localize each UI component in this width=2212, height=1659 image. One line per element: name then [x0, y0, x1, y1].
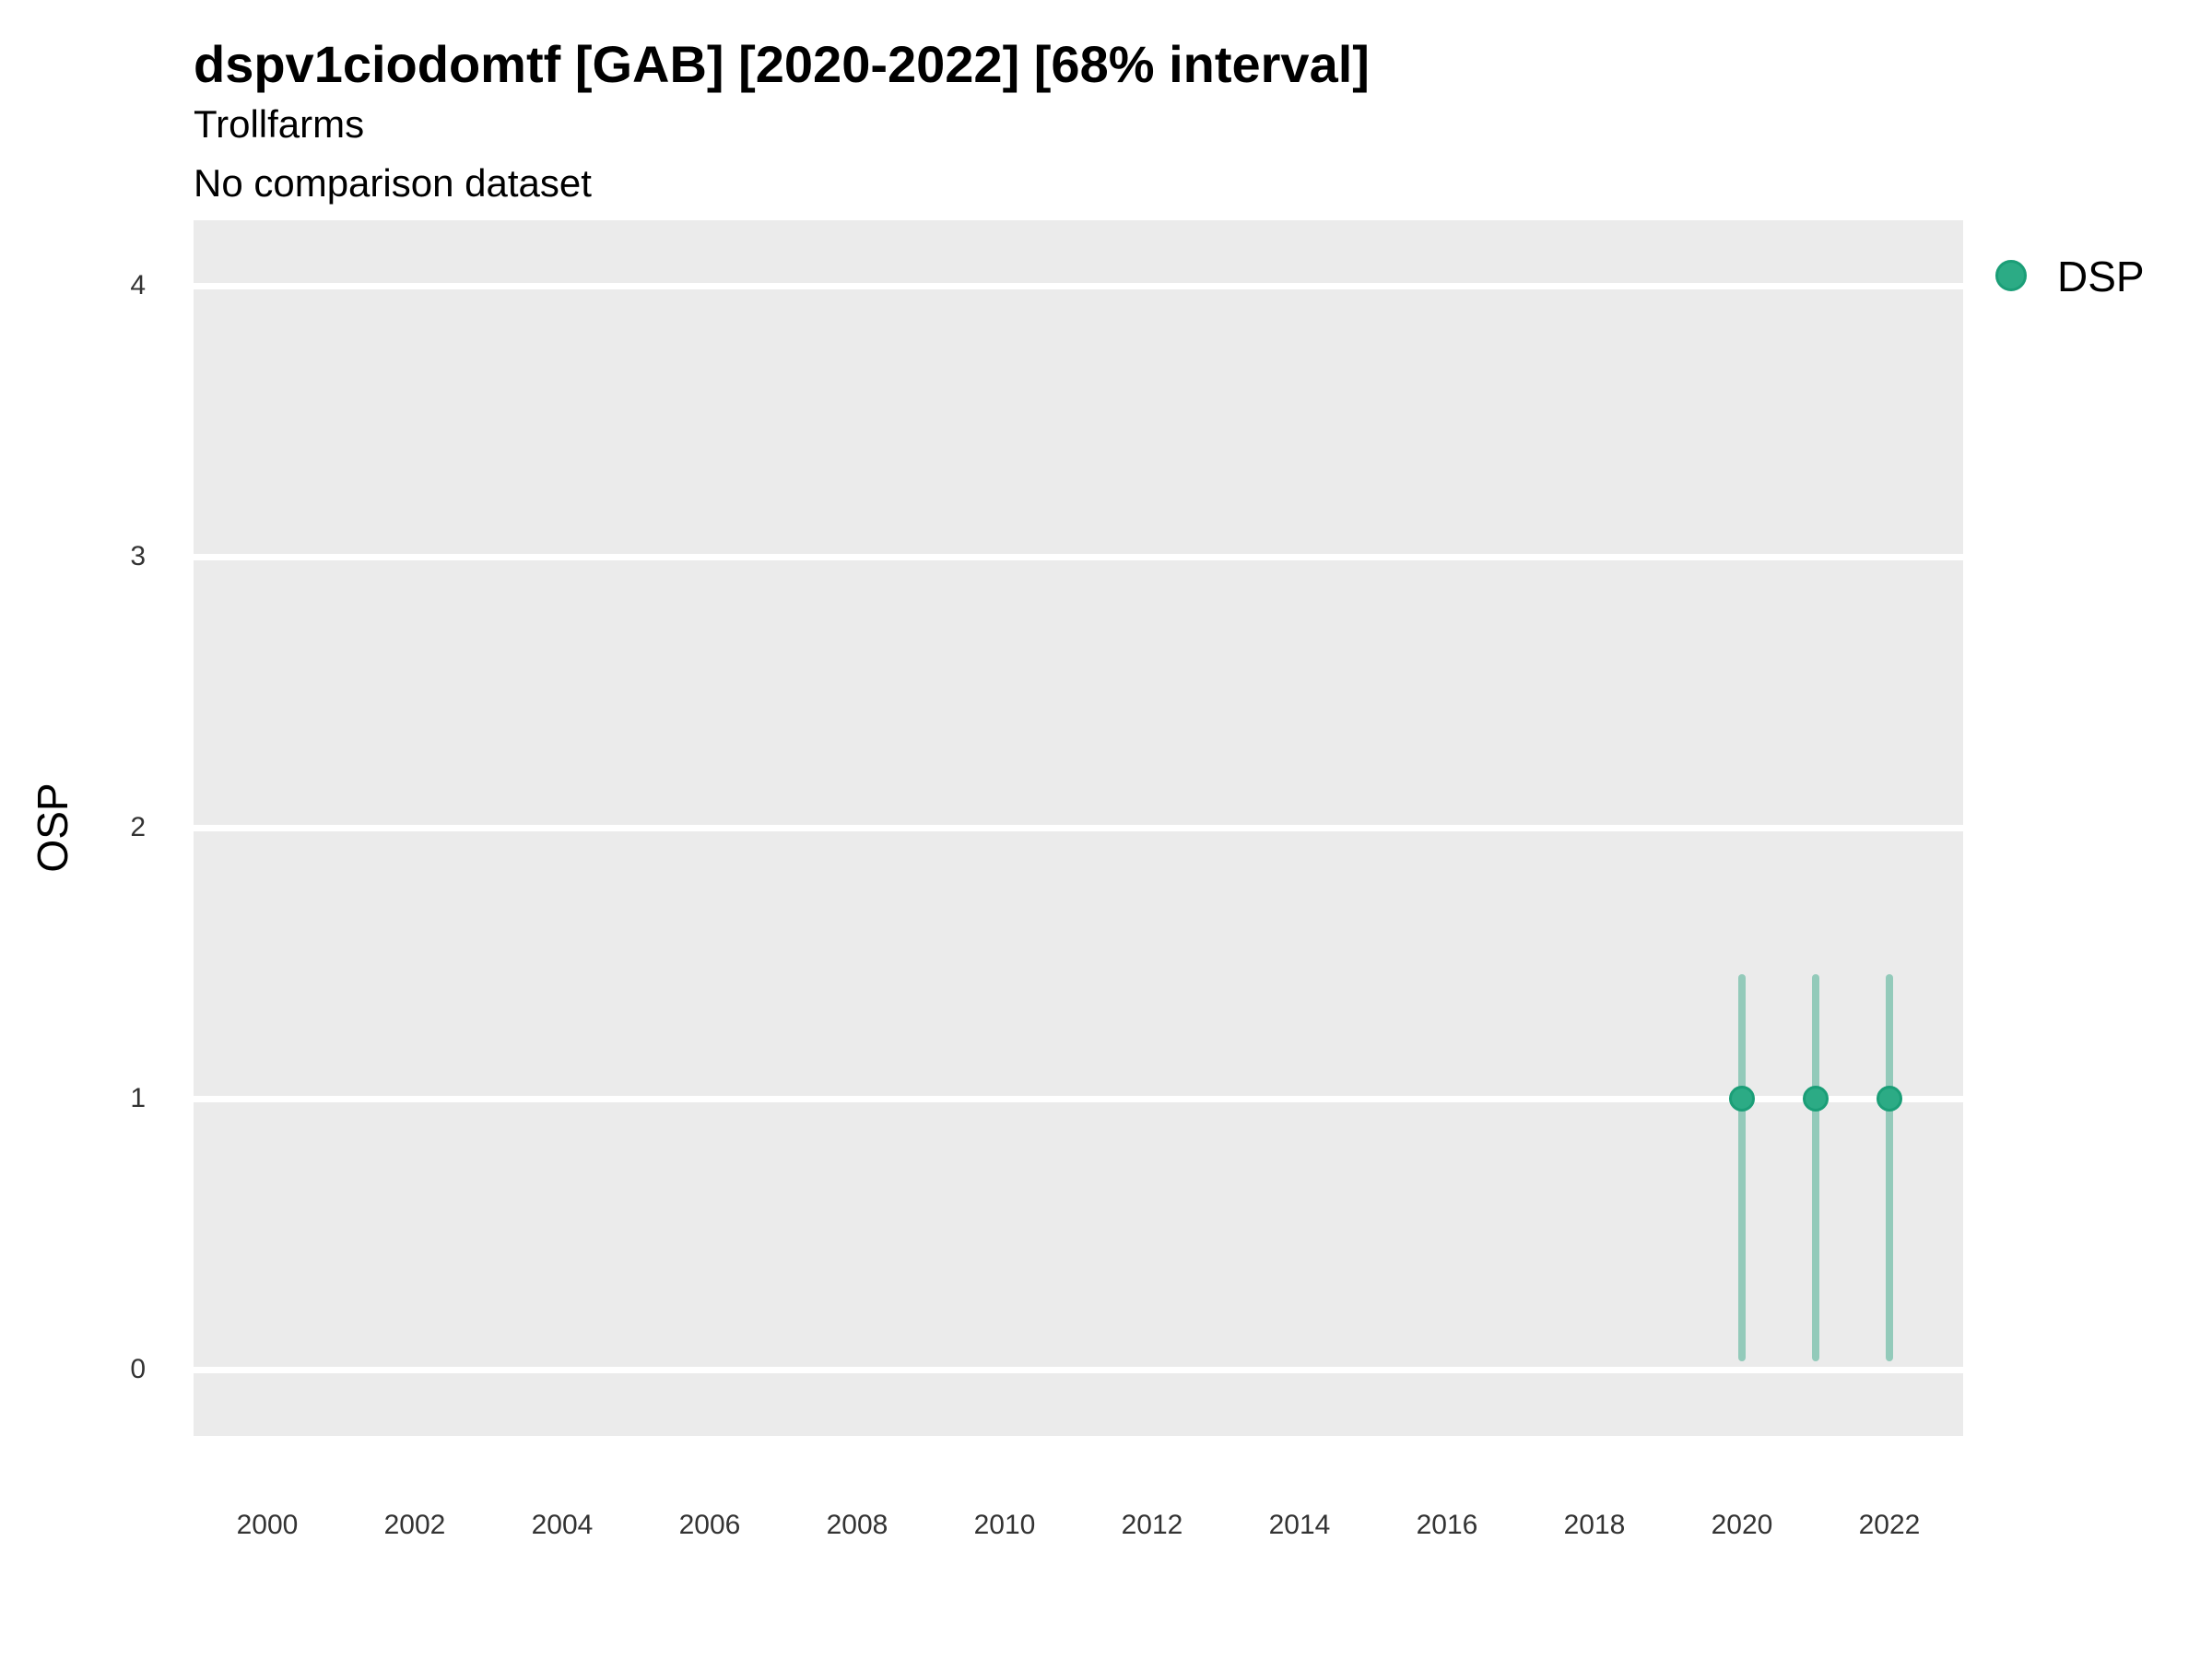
interval-bar-2021	[1812, 973, 1819, 1362]
x-tick-label-2022: 2022	[1858, 1510, 1921, 1540]
comparison-note: No comparison dataset	[194, 161, 592, 205]
y-tick-label-1: 1	[130, 1083, 146, 1113]
gridline-y-1	[194, 1095, 1963, 1102]
chart-title: dspv1ciodomtf [GAB] [2020-2022] [68% int…	[194, 35, 1370, 93]
x-tick-label-2002: 2002	[383, 1510, 446, 1540]
legend-point-swatch	[1995, 260, 2027, 291]
x-tick-label-2018: 2018	[1563, 1510, 1626, 1540]
x-tick-label-2006: 2006	[678, 1510, 741, 1540]
x-tick-label-2016: 2016	[1416, 1510, 1478, 1540]
x-tick-label-2014: 2014	[1268, 1510, 1331, 1540]
interval-bar-2020	[1738, 973, 1746, 1362]
chart-subtitle: Trollfarms	[194, 102, 365, 146]
data-point-2020	[1729, 1086, 1755, 1112]
x-tick-label-2008: 2008	[826, 1510, 888, 1540]
gridline-y-0	[194, 1366, 1963, 1373]
x-tick-label-2012: 2012	[1121, 1510, 1183, 1540]
gridline-y-4	[194, 282, 1963, 289]
y-tick-label-2: 2	[130, 812, 146, 842]
x-tick-label-2010: 2010	[973, 1510, 1036, 1540]
x-tick-label-2004: 2004	[531, 1510, 594, 1540]
gridline-y-2	[194, 824, 1963, 831]
y-tick-label-3: 3	[130, 541, 146, 571]
y-tick-label-4: 4	[130, 270, 146, 300]
x-tick-label-2000: 2000	[236, 1510, 299, 1540]
y-tick-label-0: 0	[130, 1354, 146, 1384]
data-point-2022	[1877, 1086, 1902, 1112]
gridline-y-3	[194, 553, 1963, 560]
data-point-2021	[1803, 1086, 1829, 1112]
legend-label: DSP	[2057, 253, 2145, 300]
x-tick-label-2020: 2020	[1711, 1510, 1773, 1540]
plot-panel	[194, 220, 1963, 1436]
interval-bar-2022	[1886, 973, 1893, 1362]
